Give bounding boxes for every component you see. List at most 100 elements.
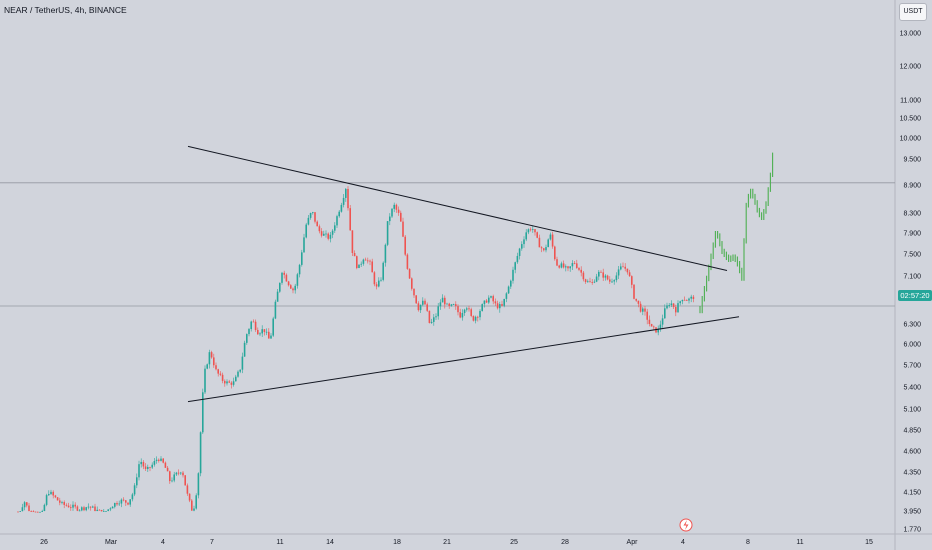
- candle-body: [560, 263, 563, 268]
- candle-body: [248, 329, 250, 335]
- candle-body: [384, 244, 387, 263]
- candle-body: [347, 188, 349, 209]
- candle-body: [37, 511, 39, 513]
- candle-body: [298, 264, 301, 275]
- candle-body: [316, 221, 318, 227]
- candle-body: [246, 334, 248, 343]
- candle-body: [87, 506, 90, 508]
- candle-body: [646, 311, 648, 320]
- candle-body: [70, 507, 72, 509]
- candle-body: [369, 260, 371, 262]
- candle-body: [474, 316, 477, 321]
- candle-body: [338, 211, 340, 217]
- candle-body: [270, 335, 272, 339]
- currency-button[interactable]: USDT: [899, 3, 927, 21]
- candle-body: [19, 511, 21, 512]
- candle-body: [576, 263, 578, 268]
- candle-body: [228, 381, 230, 383]
- candle-body: [382, 262, 384, 280]
- candle-body: [83, 507, 85, 511]
- candle-body: [294, 285, 296, 291]
- candle-body: [67, 505, 70, 508]
- symbol-label: NEAR / TetherUS: [4, 5, 70, 15]
- candle-body: [635, 298, 637, 301]
- candle-body: [230, 382, 233, 385]
- candle-body: [604, 275, 607, 278]
- candle-body: [140, 461, 142, 465]
- candle-body: [226, 381, 228, 384]
- candle-body: [457, 306, 459, 313]
- candle-body: [180, 472, 182, 474]
- price-tick-label: 8.900: [903, 183, 921, 190]
- candle-body: [296, 274, 299, 286]
- candle-body: [202, 392, 204, 433]
- candle-body: [281, 272, 283, 283]
- candle-body: [312, 212, 314, 214]
- candle-body: [386, 221, 389, 245]
- time-tick-label: 11: [276, 539, 283, 546]
- candle-body: [496, 303, 499, 309]
- candle-body: [287, 281, 290, 286]
- candle-body: [690, 296, 692, 299]
- candle-body: [666, 305, 668, 309]
- trendline-lower[interactable]: [187, 316, 740, 403]
- candle-body: [320, 231, 323, 236]
- price-tick-label: 7.500: [903, 252, 921, 259]
- candle-body: [448, 303, 450, 306]
- candle-body: [191, 500, 193, 511]
- candle-body: [23, 502, 26, 508]
- candle-body: [334, 225, 336, 231]
- candle-body: [323, 233, 325, 236]
- candle-body: [463, 309, 466, 314]
- candle-body: [34, 511, 37, 513]
- candle-body: [94, 506, 96, 512]
- candle-body: [158, 459, 160, 461]
- candle-body: [459, 312, 461, 318]
- candle-body: [243, 342, 246, 357]
- trendline-upper[interactable]: [187, 145, 728, 271]
- candle-body: [393, 204, 395, 209]
- candle-body: [521, 244, 523, 249]
- candle-body: [558, 265, 560, 268]
- candle-body: [378, 280, 380, 287]
- candle-body: [283, 272, 285, 275]
- candle-body: [439, 302, 442, 307]
- candle-body: [648, 319, 651, 324]
- candle-body: [252, 321, 255, 323]
- candle-body: [595, 276, 598, 282]
- price-tick-label: 10.500: [900, 116, 922, 123]
- candle-body: [611, 281, 613, 283]
- candle-body: [584, 279, 587, 283]
- price-tick-label: 4.600: [903, 449, 921, 456]
- candle-body: [195, 495, 197, 509]
- candle-body: [501, 304, 503, 306]
- candle-body: [404, 236, 406, 255]
- candle-body: [92, 506, 94, 508]
- candle-body: [413, 288, 415, 296]
- candle-body: [314, 212, 316, 222]
- candle-body: [452, 304, 455, 305]
- candle-body: [345, 188, 347, 198]
- candle-body: [173, 474, 175, 481]
- candle-body: [664, 308, 666, 319]
- candle-body: [672, 303, 675, 307]
- candle-body: [411, 278, 413, 289]
- candle-body: [133, 485, 136, 495]
- candle-body: [615, 275, 618, 281]
- candle-body: [358, 264, 360, 269]
- candle-body: [569, 266, 571, 269]
- candle-body: [160, 458, 162, 461]
- chart-title: NEAR / TetherUS, 4h, BINANCE: [4, 5, 127, 15]
- alert-icon[interactable]: [679, 518, 693, 532]
- candle-body: [639, 303, 642, 312]
- candle-body: [371, 261, 373, 273]
- candle-body: [182, 472, 184, 476]
- candle-body: [305, 224, 307, 238]
- candle-body: [503, 298, 505, 306]
- candle-body: [138, 464, 140, 478]
- candle-body: [292, 288, 294, 291]
- candle-body: [686, 300, 688, 301]
- candle-body: [415, 295, 417, 304]
- candle-body: [642, 308, 644, 312]
